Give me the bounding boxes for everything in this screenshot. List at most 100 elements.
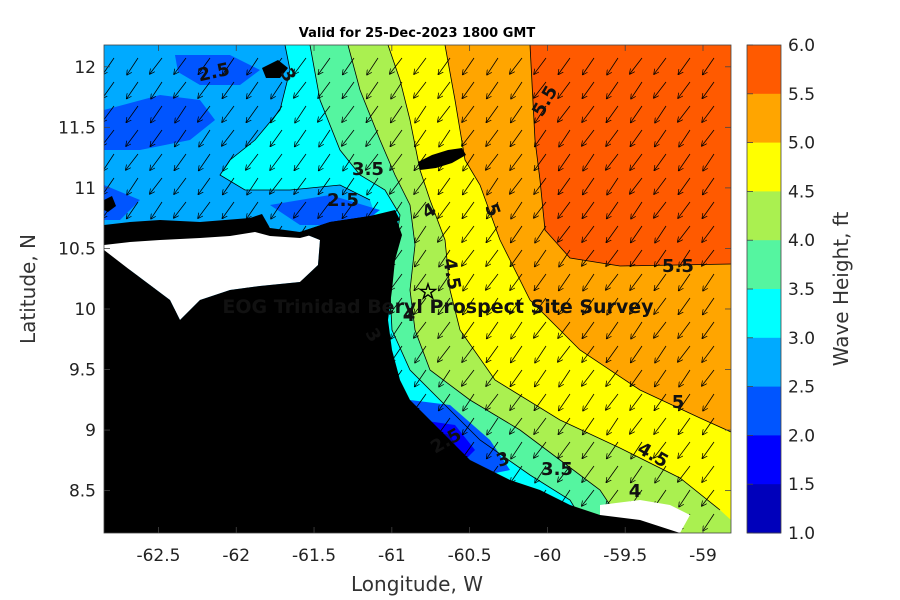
wave-arrow <box>558 225 571 242</box>
wave-arrow <box>606 129 619 146</box>
wave-arrow <box>582 249 595 266</box>
plot-area <box>104 45 731 533</box>
wave-arrow <box>654 153 667 170</box>
wave-arrow <box>174 201 187 218</box>
wave-arrow <box>151 81 163 99</box>
wave-arrow <box>271 105 283 123</box>
wave-arrow <box>439 393 451 411</box>
wave-arrow <box>534 81 547 98</box>
wave-arrow <box>174 177 187 194</box>
colorbar-tick-label: 6.0 <box>788 36 815 56</box>
colorbar-band <box>747 45 781 95</box>
wave-arrow <box>222 201 235 218</box>
wave-arrow <box>462 249 475 266</box>
wave-arrow <box>198 177 211 194</box>
wave-arrow <box>679 393 691 411</box>
wave-arrow <box>631 105 643 123</box>
wave-arrow <box>678 465 691 482</box>
wave-arrow <box>678 81 691 98</box>
wave-arrow <box>223 57 235 75</box>
wave-arrow <box>630 153 643 170</box>
wave-arrow <box>510 417 523 434</box>
wave-arrow <box>414 81 427 98</box>
wave-arrow <box>270 129 283 146</box>
x-tick-label: -60 <box>534 546 562 566</box>
wave-arrow <box>462 81 475 98</box>
wave-arrow <box>582 441 595 458</box>
wave-arrow <box>104 153 115 171</box>
wave-arrow <box>582 129 595 146</box>
wave-arrow <box>534 321 547 338</box>
wave-arrow <box>104 177 115 195</box>
y-tick-label: 10 <box>74 300 96 320</box>
wave-arrow <box>606 369 619 386</box>
wave-arrow <box>415 105 427 123</box>
wave-arrow <box>510 369 523 386</box>
wave-arrow <box>678 417 691 434</box>
wave-arrow <box>582 489 595 506</box>
wave-arrow <box>678 225 691 242</box>
wave-arrow <box>414 57 427 74</box>
wave-arrow <box>510 153 523 170</box>
x-tick-label: -60.5 <box>448 546 492 566</box>
wave-arrow <box>702 369 715 386</box>
wave-arrow <box>606 345 619 362</box>
wave-arrow <box>510 129 523 146</box>
wave-arrow <box>367 177 379 195</box>
wave-arrow <box>127 201 139 219</box>
wave-arrow <box>631 321 643 339</box>
wave-arrow <box>606 249 619 266</box>
wave-arrow <box>558 201 571 218</box>
colorbar-band <box>747 484 781 534</box>
wave-arrow <box>654 81 667 98</box>
colorbar-tick-label: 4.0 <box>788 231 815 251</box>
wave-arrow <box>438 57 451 74</box>
wave-arrow <box>582 225 595 242</box>
wave-arrow <box>535 249 547 267</box>
wave-arrow <box>582 81 595 98</box>
wave-arrow <box>487 441 499 459</box>
wave-arrow <box>294 57 307 74</box>
colorbar-tick-label: 3.0 <box>788 329 815 349</box>
wave-arrow <box>582 345 595 362</box>
wave-arrow <box>487 177 499 195</box>
wave-arrow <box>415 225 427 243</box>
wave-arrow <box>222 129 235 146</box>
wave-arrow <box>606 225 619 242</box>
wave-arrow <box>487 417 499 435</box>
colorbar-band <box>747 191 781 241</box>
wave-arrow <box>127 177 139 195</box>
colorbar-tick-label: 2.0 <box>788 426 815 446</box>
wave-arrow <box>510 273 523 290</box>
wave-arrow <box>678 201 691 218</box>
wave-arrow <box>583 273 595 291</box>
wave-arrow <box>511 465 523 483</box>
wave-arrow <box>655 249 667 267</box>
wave-arrow <box>319 153 331 171</box>
wave-arrow <box>583 417 595 435</box>
wave-arrow <box>318 105 331 122</box>
wave-arrow <box>630 393 643 410</box>
wave-arrow <box>198 105 211 122</box>
wave-arrow <box>607 177 619 195</box>
wave-arrow <box>559 153 571 171</box>
wave-arrow <box>271 201 283 219</box>
wave-arrow <box>630 297 643 314</box>
wave-arrow <box>702 129 715 146</box>
wave-arrow <box>607 417 619 435</box>
wave-arrow <box>126 129 139 146</box>
wave-arrow <box>510 393 523 410</box>
wave-arrow <box>246 129 259 146</box>
wave-arrow <box>703 417 715 435</box>
wave-arrow <box>678 441 691 458</box>
wave-arrow <box>678 105 691 122</box>
wave-arrow <box>415 129 427 147</box>
wave-arrow <box>342 81 355 98</box>
wave-arrow <box>583 57 595 75</box>
wave-arrow <box>198 201 211 218</box>
wave-arrow <box>247 81 259 99</box>
wave-arrow <box>679 489 691 507</box>
wave-arrow <box>702 81 715 98</box>
x-tick-label: -62.5 <box>136 546 180 566</box>
wave-arrow <box>342 129 355 146</box>
